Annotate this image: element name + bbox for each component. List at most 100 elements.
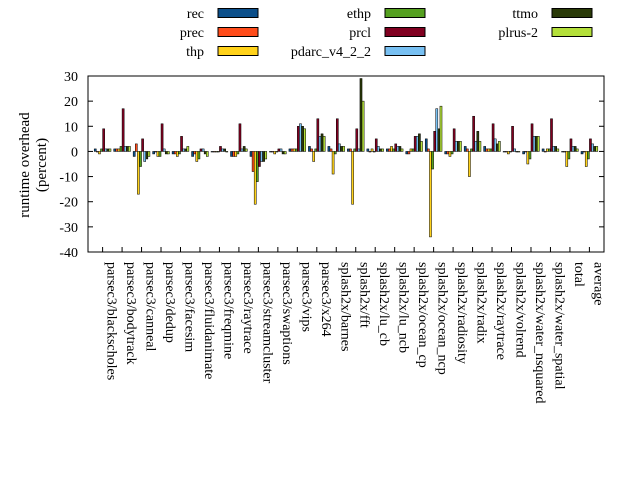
bar-ethp-splash2x/lu_ncb <box>392 148 395 152</box>
bar-thp-parsec3/fluidanimate <box>195 151 199 162</box>
legend-label-rec: rec <box>187 7 204 22</box>
bar-ethp-average <box>587 151 590 160</box>
bar-plrus-2-parsec3/raytrace <box>244 148 248 152</box>
bar-pdarc_v4_2_2-parsec3/streamcluster <box>260 151 263 162</box>
bar-pdarc_v4_2_2-splash2x/water_nsquared <box>532 136 536 152</box>
bar-rec-splash2x/lu_ncb <box>386 148 389 152</box>
bar-prec-parsec3/raytrace <box>232 151 235 157</box>
bar-prcl-parsec3/bodytrack <box>121 108 125 152</box>
x-tick-label: parsec3/swaptions <box>279 262 294 365</box>
bar-plrus-2-splash2x/barnes <box>342 146 345 152</box>
bar-prcl-parsec3/dedup <box>160 123 164 152</box>
bar-ethp-parsec3/streamcluster <box>256 151 259 182</box>
bar-prcl-splash2x/ocean_cp <box>413 136 417 152</box>
bar-thp-parsec3/dedup <box>156 151 160 157</box>
bar-prcl-splash2x/ocean_ncp <box>433 131 436 152</box>
bar-ttmo-parsec3/swaptions <box>281 151 285 155</box>
bar-prec-parsec3/dedup <box>154 151 158 153</box>
bar-ttmo-parsec3/streamcluster <box>262 151 265 162</box>
bar-ttmo-splash2x/radix <box>476 131 480 152</box>
bar-pdarc_v4_2_2-splash2x/fft <box>357 148 361 152</box>
bar-pdarc_v4_2_2-splash2x/lu_cb <box>377 146 380 152</box>
legend-swatch-thp <box>217 46 259 56</box>
bar-pdarc_v4_2_2-parsec3/fluidanimate <box>201 148 205 152</box>
bar-prec-average <box>582 151 586 153</box>
y-tick-label: -20 <box>59 196 78 211</box>
legend-label-thp: thp <box>186 45 204 60</box>
bar-plrus-2-average <box>595 146 599 152</box>
bar-prcl-parsec3/x264 <box>316 118 320 152</box>
bar-prec-splash2x/raytrace <box>485 148 489 152</box>
bar-ethp-parsec3/fluidanimate <box>197 151 201 160</box>
y-axis-title-line-2: (percent) <box>34 138 50 192</box>
bar-ethp-splash2x/radix <box>470 148 473 152</box>
legend-label-pdarc_v4_2_2: pdarc_v4_2_2 <box>291 45 371 60</box>
x-tick-label: parsec3/x264 <box>318 262 333 337</box>
bar-ttmo-splash2x/raytrace <box>495 143 499 152</box>
bar-pdarc_v4_2_2-splash2x/barnes <box>338 143 341 152</box>
bar-pdarc_v4_2_2-splash2x/water_spatial <box>552 146 555 152</box>
y-tick-label: 0 <box>71 145 78 160</box>
bar-thp-total <box>565 151 569 167</box>
x-tick-label: splash2x/water_spatial <box>552 262 567 390</box>
bar-prcl-parsec3/blackscholes <box>102 128 105 152</box>
bar-rec-parsec3/x264 <box>308 146 311 152</box>
bar-prec-parsec3/streamcluster <box>251 151 255 172</box>
bar-thp-parsec3/canneal <box>137 151 140 195</box>
bar-plrus-2-splash2x/water_nsquared <box>537 136 540 152</box>
bar-ethp-splash2x/ocean_cp <box>411 148 415 152</box>
bar-prcl-splash2x/radiosity <box>452 128 456 152</box>
bar-thp-splash2x/lu_ncb <box>390 146 393 152</box>
x-tick-label: splash2x/fft <box>357 262 372 328</box>
bar-ttmo-parsec3/canneal <box>145 151 149 160</box>
legend-label-ethp: ethp <box>347 7 371 22</box>
bar-ethp-total <box>567 151 571 160</box>
bar-pdarc_v4_2_2-average <box>591 143 594 152</box>
x-tick-label: parsec3/streamcluster <box>259 262 274 384</box>
bar-thp-average <box>584 151 588 167</box>
bar-rec-splash2x/radiosity <box>444 151 448 155</box>
x-tick-label: average <box>590 262 605 306</box>
bar-prec-splash2x/water_nsquared <box>524 151 528 153</box>
legend-swatch-prcl <box>384 27 426 37</box>
bar-prcl-splash2x/volrend <box>511 126 514 152</box>
bar-pdarc_v4_2_2-parsec3/x264 <box>318 136 322 152</box>
bar-thp-splash2x/raytrace <box>487 148 491 152</box>
bar-prcl-parsec3/raytrace <box>238 123 242 152</box>
bar-rec-parsec3/freqmine <box>210 151 214 153</box>
bar-ttmo-parsec3/raytrace <box>242 146 246 152</box>
bar-pdarc_v4_2_2-parsec3/bodytrack <box>123 146 127 152</box>
bar-thp-splash2x/water_spatial <box>546 148 549 152</box>
bar-rec-splash2x/water_spatial <box>541 148 545 152</box>
bar-prec-splash2x/ocean_ncp <box>427 148 430 152</box>
bar-rec-parsec3/vips <box>288 148 292 152</box>
bar-ttmo-splash2x/fft <box>359 78 363 152</box>
bar-pdarc_v4_2_2-splash2x/ocean_ncp <box>435 108 439 152</box>
axes-layer <box>87 75 605 253</box>
x-tick-label: splash2x/water_nsquared <box>532 262 547 404</box>
bar-prcl-parsec3/facesim <box>180 136 183 152</box>
legend-swatch-ethp <box>384 8 426 18</box>
bar-pdarc_v4_2_2-splash2x/ocean_cp <box>416 136 419 152</box>
legend: rec prec thp ethp prcl pdarc_v4_2_2 ttmo plrus-… <box>180 7 593 60</box>
legend-swatch-rec <box>217 8 259 18</box>
bar-ttmo-splash2x/ocean_ncp <box>437 128 441 152</box>
bar-thp-parsec3/streamcluster <box>253 151 257 205</box>
legend-swatch-plrus-2 <box>551 27 593 37</box>
legend-label-ttmo: ttmo <box>512 7 538 22</box>
bar-prcl-parsec3/vips <box>297 126 300 152</box>
bar-prcl-parsec3/freqmine <box>219 146 222 152</box>
bar-rec-parsec3/raytrace <box>230 151 233 157</box>
bar-plrus-2-parsec3/dedup <box>167 151 170 155</box>
bar-prcl-total <box>569 138 573 152</box>
bar-ttmo-splash2x/water_nsquared <box>534 136 538 152</box>
bar-ethp-parsec3/blackscholes <box>100 148 103 152</box>
bar-thp-parsec3/blackscholes <box>98 151 101 155</box>
bar-plrus-2-splash2x/lu_ncb <box>400 148 404 152</box>
bar-pdarc_v4_2_2-parsec3/swaptions <box>279 148 283 152</box>
x-tick-label: splash2x/barnes <box>337 262 352 351</box>
bar-ethp-parsec3/dedup <box>158 151 162 157</box>
bar-plrus-2-parsec3/x264 <box>322 136 326 152</box>
bar-rec-splash2x/ocean_ncp <box>424 138 428 152</box>
